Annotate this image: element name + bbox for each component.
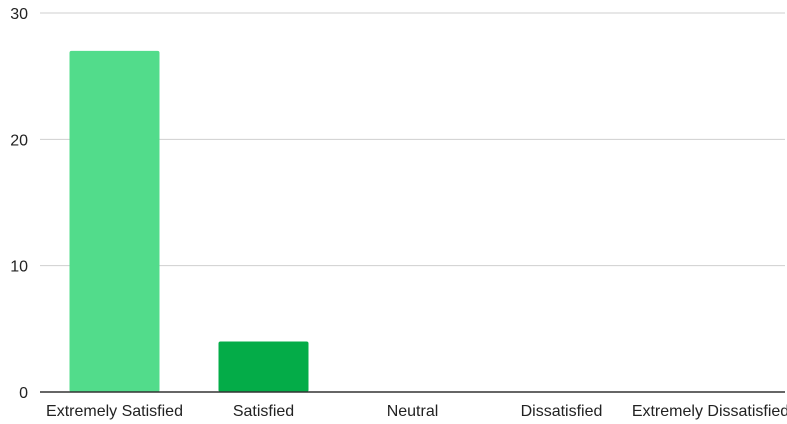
- bar-layer: [69, 50, 309, 393]
- x-tick-label: Satisfied: [233, 403, 294, 420]
- x-tick-label: Neutral: [387, 403, 439, 420]
- axis-layer: 0 10 20 30 Extremely Satisfied Satisfied Neutr…: [10, 6, 787, 420]
- bar-extremely-satisfied: [69, 50, 160, 393]
- y-tick-label: 10: [10, 259, 28, 276]
- x-tick-label: Dissatisfied: [521, 403, 603, 420]
- x-tick-label: Extremely Dissatisfied: [632, 403, 787, 420]
- x-tick-label: Extremely Satisfied: [46, 403, 183, 420]
- bar-satisfied: [218, 341, 309, 392]
- y-tick-label: 0: [19, 385, 28, 402]
- y-tick-label: 30: [10, 6, 28, 23]
- grid-layer: [40, 12, 785, 267]
- y-tick-label: 20: [10, 132, 28, 149]
